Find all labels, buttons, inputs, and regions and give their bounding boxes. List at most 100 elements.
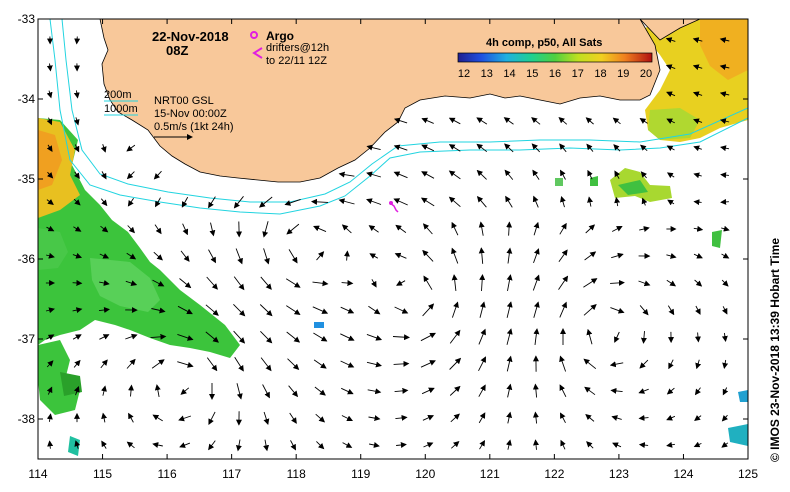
lon-tick-label: 125 — [738, 467, 758, 481]
current-arrow — [504, 143, 514, 153]
current-arrow — [583, 358, 597, 370]
current-arrow — [125, 280, 138, 286]
current-arrow — [287, 358, 300, 370]
current-arrow — [366, 361, 382, 368]
current-arrow — [640, 171, 647, 179]
current-arrow — [177, 361, 194, 368]
current-arrow — [152, 442, 163, 448]
lon-tick-label: 122 — [544, 467, 564, 481]
current-arrow — [208, 249, 216, 264]
current-arrow — [154, 384, 161, 397]
current-arrow — [420, 332, 436, 342]
current-arrow — [451, 441, 460, 449]
current-arrow — [610, 307, 625, 314]
current-arrow — [179, 278, 192, 289]
current-arrow — [394, 252, 407, 259]
current-arrow — [395, 224, 407, 233]
current-arrow — [72, 307, 83, 314]
current-arrow — [559, 222, 567, 235]
current-arrow — [504, 169, 514, 180]
colorbar-tick-label: 20 — [640, 68, 652, 80]
current-arrow — [533, 221, 540, 236]
current-arrow — [46, 144, 53, 152]
current-arrow — [100, 171, 107, 180]
current-arrow — [72, 279, 83, 286]
current-arrow — [610, 279, 625, 286]
current-arrow — [369, 253, 379, 259]
current-arrow — [393, 198, 408, 206]
current-arrow — [46, 334, 55, 341]
current-arrow — [667, 305, 675, 316]
current-arrow — [422, 223, 433, 235]
lat-tick-label: -36 — [18, 252, 36, 266]
current-arrow — [263, 439, 270, 452]
current-arrow — [449, 357, 462, 370]
current-arrow — [693, 118, 703, 125]
imos-credit: © IMOS 23-Nov-2018 13:39 Hobart Time — [768, 238, 782, 462]
current-arrow — [101, 412, 108, 423]
current-arrow — [532, 169, 540, 180]
plot-frame — [37, 18, 749, 460]
lat-tick-label: -35 — [18, 172, 36, 186]
current-arrow — [313, 332, 328, 342]
current-arrow — [449, 385, 461, 396]
current-arrow — [503, 117, 514, 125]
current-arrow — [340, 360, 355, 368]
current-arrow — [695, 359, 702, 370]
current-arrow — [722, 387, 729, 396]
current-arrow — [423, 275, 433, 290]
colorbar-tick-label: 12 — [458, 68, 470, 80]
current-arrow — [233, 330, 246, 344]
current-arrow — [476, 117, 488, 125]
current-arrow — [46, 63, 53, 72]
current-arrow — [478, 247, 485, 264]
current-arrow — [532, 274, 540, 291]
current-arrow — [532, 383, 539, 398]
current-arrow — [584, 251, 597, 261]
current-arrow — [693, 172, 702, 179]
current-arrow — [153, 170, 162, 180]
current-arrow — [393, 360, 410, 367]
contour-200-label: 200m — [104, 89, 132, 101]
current-arrow — [235, 248, 243, 265]
current-arrow — [73, 144, 80, 153]
current-arrow — [314, 386, 326, 396]
current-arrow — [368, 305, 381, 315]
drifters-label: drifters@12h — [266, 42, 329, 54]
current-arrow — [100, 144, 107, 153]
current-arrow — [150, 333, 167, 340]
latitude-axis: -33 -34 -35 -36 -37 -38 — [18, 12, 748, 426]
current-arrow — [420, 197, 435, 207]
current-arrow — [126, 252, 137, 260]
current-arrow — [559, 301, 567, 318]
current-arrow — [422, 415, 435, 421]
current-arrow — [666, 279, 677, 287]
current-arrow — [262, 221, 269, 238]
current-arrow — [315, 413, 326, 423]
current-arrow — [694, 414, 702, 422]
current-arrow — [182, 223, 189, 236]
current-arrow — [476, 196, 487, 208]
current-arrow — [694, 387, 701, 396]
current-arrow — [420, 360, 436, 368]
colorbar-tick-label: 16 — [549, 68, 561, 80]
current-arrow — [583, 304, 597, 316]
current-arrow — [587, 196, 594, 207]
current-arrow — [260, 357, 272, 372]
current-arrow — [666, 441, 675, 448]
current-arrow — [721, 306, 728, 315]
current-arrow — [234, 356, 244, 372]
current-arrow — [368, 415, 381, 422]
current-arrow — [233, 196, 244, 209]
current-arrow — [638, 280, 651, 287]
current-arrow — [614, 196, 621, 207]
current-arrow — [421, 144, 435, 152]
current-arrow — [180, 387, 190, 395]
current-arrow — [128, 412, 134, 423]
current-arrow — [205, 331, 219, 343]
current-arrow — [73, 117, 80, 126]
current-arrow — [338, 198, 355, 205]
current-arrow — [313, 359, 327, 369]
product-info: NRT00 GSL 15-Nov 00:00Z 0.5m/s (1kt 24h) — [154, 95, 233, 140]
